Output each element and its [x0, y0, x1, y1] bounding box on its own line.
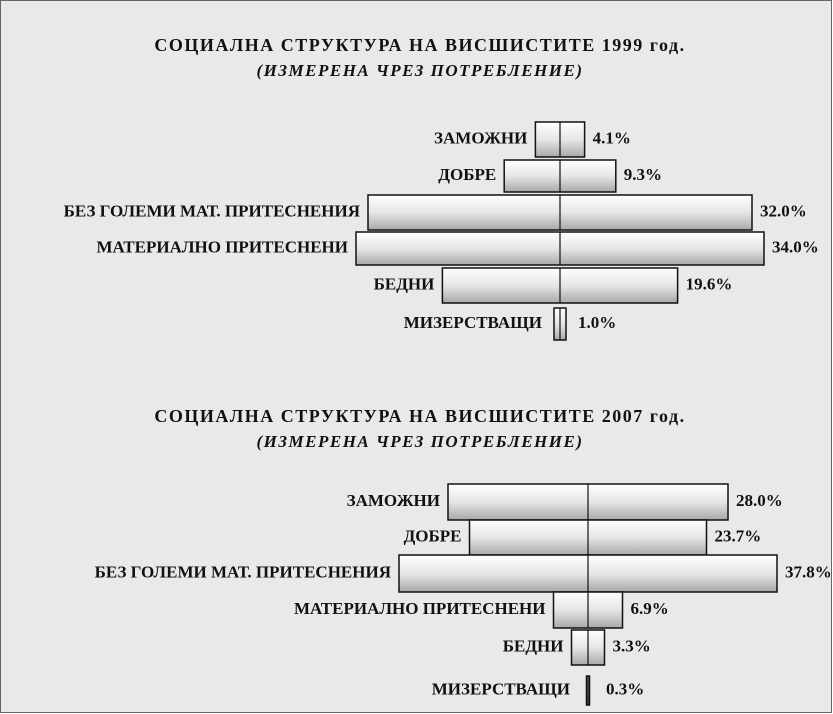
category-label: ЗАМОЖНИ [434, 128, 527, 147]
value-label: 9.3% [624, 165, 662, 184]
value-label: 34.0% [772, 237, 819, 256]
category-label: МАТЕРИАЛНО ПРИТЕСНЕНИ [96, 237, 348, 256]
category-label: БЕДНИ [503, 636, 564, 655]
category-label: БЕДНИ [374, 274, 435, 293]
chart-subtitle: (ИЗМЕРЕНА ЧРЕЗ ПОТРЕБЛЕНИЕ) [257, 61, 584, 80]
category-label: БЕЗ ГОЛЕМИ МАТ. ПРИТЕСНЕНИЯ [64, 201, 360, 220]
value-label: 4.1% [593, 128, 631, 147]
value-label: 19.6% [686, 274, 733, 293]
value-label: 23.7% [715, 526, 762, 545]
value-label: 1.0% [578, 313, 616, 332]
value-label: 3.3% [613, 636, 651, 655]
category-label: ДОБРЕ [404, 526, 462, 545]
chart-title: СОЦИАЛНА СТРУКТУРА НА ВИСШИСТИТЕ 1999 го… [154, 35, 685, 55]
category-label: ДОБРЕ [438, 165, 496, 184]
value-label: 6.9% [631, 599, 669, 618]
value-label: 37.8% [785, 562, 832, 581]
chart-subtitle: (ИЗМЕРЕНА ЧРЕЗ ПОТРЕБЛЕНИЕ) [257, 432, 584, 451]
category-label: МИЗЕРСТВАЩИ [404, 313, 542, 332]
category-label: МАТЕРИАЛНО ПРИТЕСНЕНИ [294, 599, 546, 618]
value-label: 32.0% [760, 201, 807, 220]
category-label: МИЗЕРСТВАЩИ [432, 679, 570, 698]
category-label: БЕЗ ГОЛЕМИ МАТ. ПРИТЕСНЕНИЯ [95, 562, 391, 581]
value-label: 28.0% [736, 491, 783, 510]
chart-title: СОЦИАЛНА СТРУКТУРА НА ВИСШИСТИТЕ 2007 го… [154, 406, 685, 426]
category-label: ЗАМОЖНИ [347, 491, 440, 510]
value-label: 0.3% [606, 679, 644, 698]
